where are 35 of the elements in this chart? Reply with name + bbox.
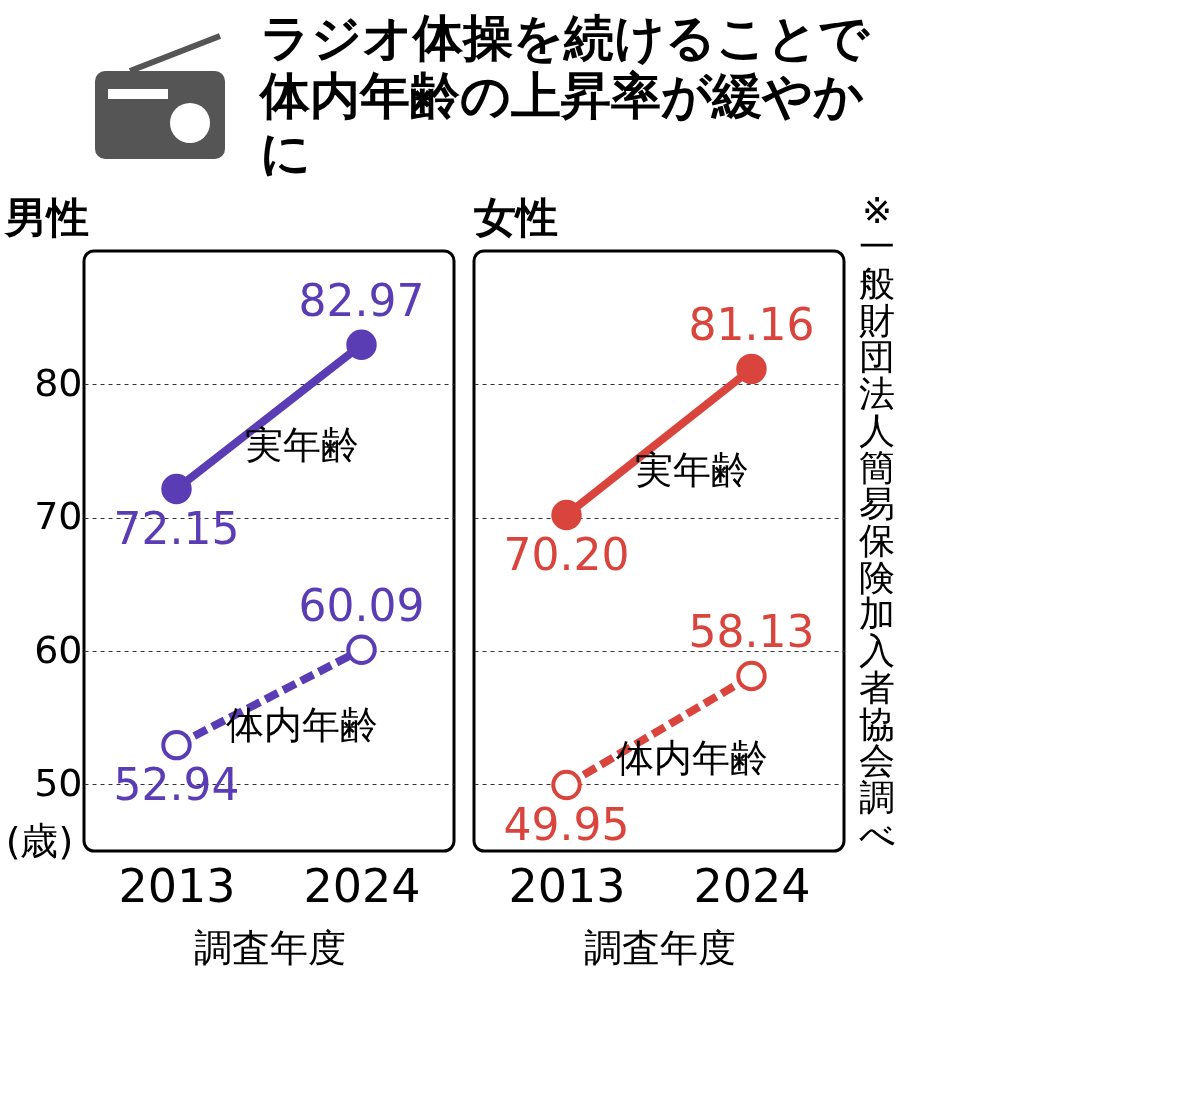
chart-subtitle: 女性: [473, 192, 558, 242]
y-tick-label: 70: [34, 493, 83, 538]
point: [736, 353, 767, 384]
y-axis-title: (歳): [5, 818, 74, 862]
x-tick-label: 2013: [118, 858, 236, 912]
data-label: 81.16: [688, 298, 815, 350]
point: [736, 660, 767, 691]
text: ラジオ体操を続けることで体内年齢の上昇率が緩やかに: [260, 9, 871, 183]
point: [161, 729, 192, 760]
data-label: 72.15: [113, 502, 240, 554]
data-label: 49.95: [503, 798, 630, 850]
y-tick-label: 50: [34, 760, 83, 805]
series-label: 実年齢: [244, 422, 359, 467]
data-label: 58.13: [688, 605, 815, 657]
point: [551, 499, 582, 530]
x-tick-label: 2024: [693, 858, 811, 912]
point: [346, 329, 377, 360]
series-label: 体内年齢: [225, 702, 378, 747]
y-tick-label: 80: [34, 360, 83, 405]
x-tick-label: 2013: [508, 858, 626, 912]
data-label: 82.97: [298, 274, 425, 326]
data-label: 60.09: [298, 579, 425, 631]
y-tick-label: 60: [34, 627, 83, 671]
series-label: 体内年齢: [615, 735, 768, 780]
point: [346, 634, 377, 665]
point: [161, 473, 192, 504]
data-label: 70.20: [503, 528, 630, 580]
data-label: 52.94: [113, 758, 240, 810]
chart-subtitle: 男性: [3, 192, 90, 242]
x-axis-title: 調査年度: [193, 925, 346, 969]
point: [551, 769, 582, 800]
text: ※一般財団法人簡易保険加入者協会調べ: [858, 189, 896, 855]
series-label: 実年齢: [634, 447, 749, 492]
x-axis-title: 調査年度: [583, 925, 736, 969]
x-tick-label: 2024: [303, 858, 421, 912]
